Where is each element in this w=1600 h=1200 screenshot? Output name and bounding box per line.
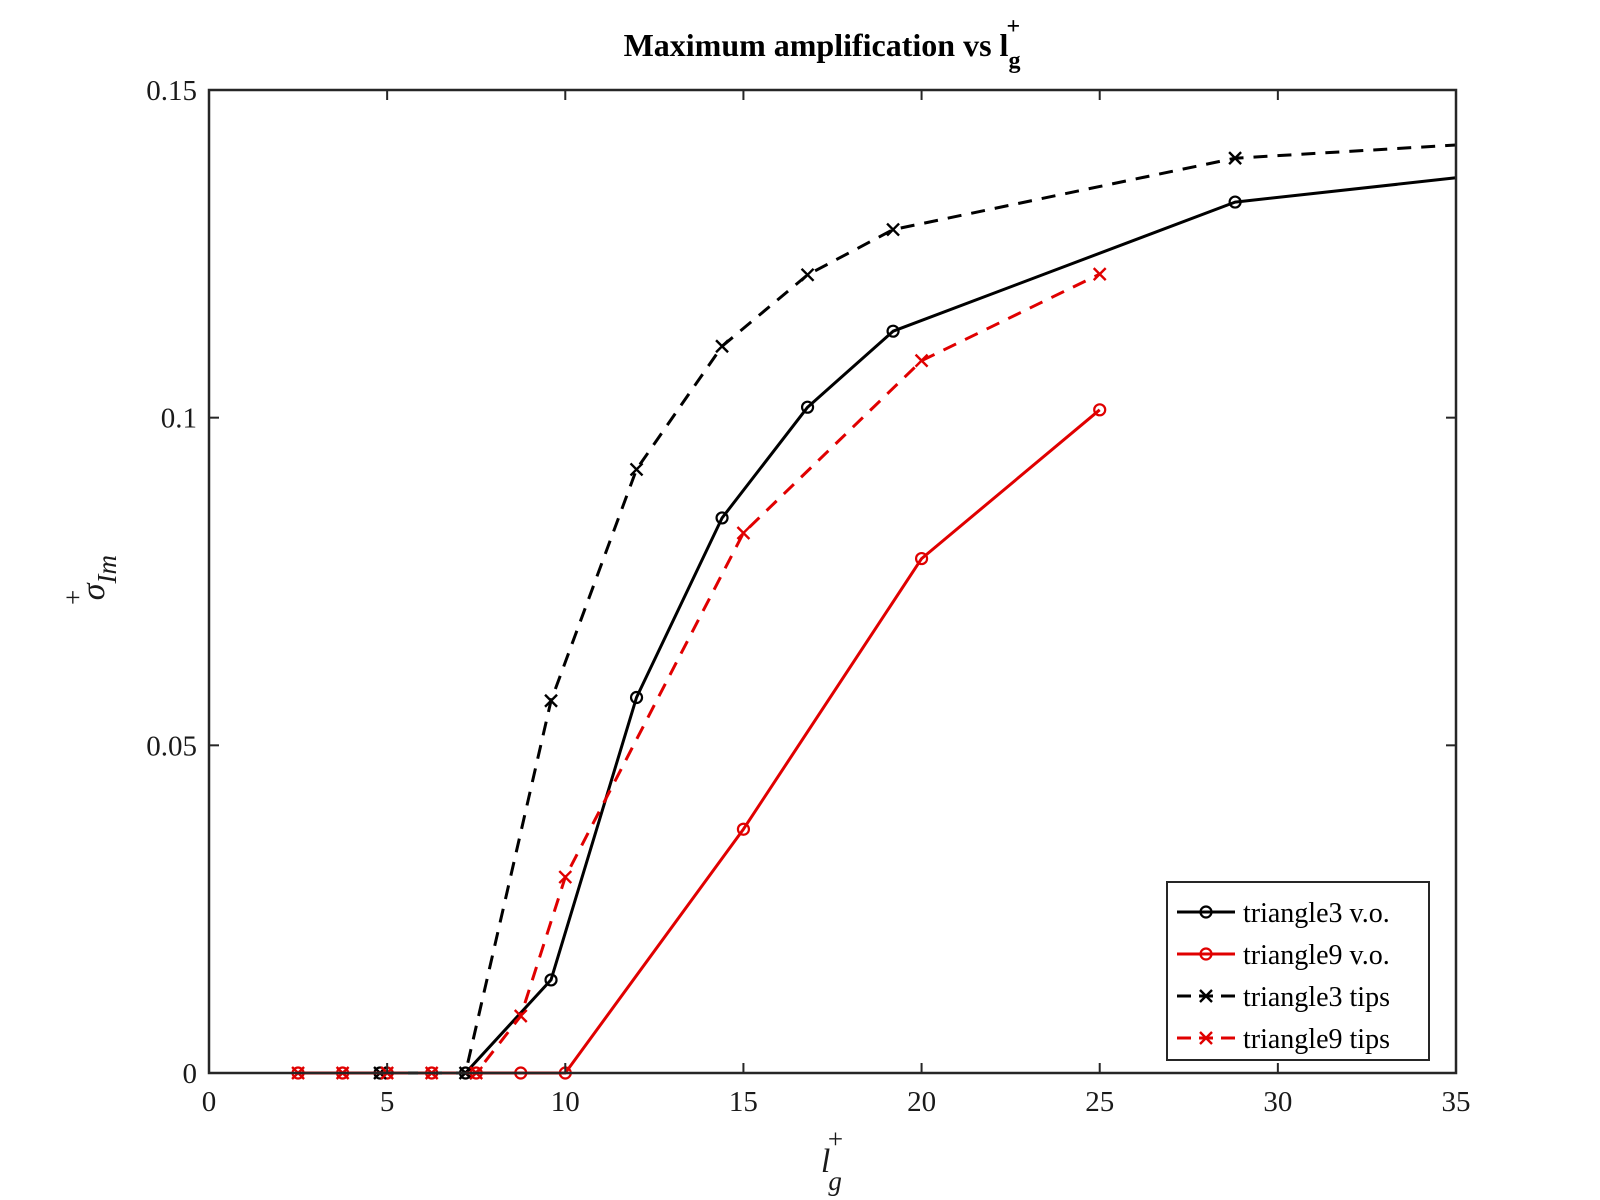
chart-title-sub: g	[1008, 48, 1020, 74]
x-tick-label: 35	[1442, 1086, 1471, 1118]
data-point-triangle9-tips	[513, 1009, 528, 1023]
data-point-triangle9-tips	[1092, 267, 1107, 281]
y-axis-label: σIm+	[58, 555, 122, 605]
x-tick-label: 15	[729, 1086, 758, 1118]
data-point-triangle3-tips	[629, 462, 644, 477]
data-point-triangle9-tips	[736, 526, 751, 540]
legend-marker-triangle9-tips	[1199, 1031, 1213, 1045]
legend-entry-triangle9-tips: triangle9 tips	[1177, 1024, 1390, 1055]
data-point-triangle3-v-o	[886, 324, 900, 338]
y-tick-label: 0.05	[146, 730, 197, 762]
data-point-triangle3-v-o	[1228, 195, 1242, 209]
data-point-triangle3-tips	[544, 693, 558, 708]
legend-entries: triangle3 v.o. triangle9 v.o. triangle3 ti…	[1177, 898, 1390, 1055]
data-point-triangle3-v-o	[715, 511, 729, 525]
data-point-triangle3-tips	[886, 222, 900, 237]
x-axis-label: l g+	[821, 1124, 843, 1196]
chart-title-sup: +	[1006, 14, 1020, 40]
y-axis-label-group: σIm+	[58, 555, 122, 605]
x-tick-label: 0	[202, 1086, 217, 1118]
series-triangle9-tips	[291, 267, 1107, 1080]
legend-marker-triangle3-tips	[1199, 989, 1213, 1003]
legend-entry-triangle3-tips: triangle3 tips	[1177, 982, 1390, 1013]
x-tick-label: 25	[1085, 1086, 1114, 1118]
data-point-triangle3-v-o	[544, 973, 558, 987]
y-axis-label-sup: +	[58, 590, 88, 605]
chart-title: Maximum amplification vs lg+	[624, 14, 1021, 74]
axes-box	[207, 88, 1458, 1075]
data-point-triangle9-tips	[914, 353, 929, 368]
y-tick-label: 0	[183, 1058, 198, 1090]
legend-label-triangle3-tips: triangle3 tips	[1243, 982, 1390, 1013]
x-tick-label: 30	[1263, 1086, 1292, 1118]
data-point-triangle3-v-o	[629, 690, 644, 705]
y-axis-label-sub: Im	[92, 555, 122, 585]
x-tick-label: 10	[551, 1086, 580, 1118]
legend-entry-triangle9-v-o: triangle9 v.o.	[1177, 940, 1390, 971]
x-axis-label-sub: g	[828, 1166, 842, 1196]
x-tick-label: 20	[907, 1086, 936, 1118]
x-tick-label: 5	[380, 1086, 395, 1118]
x-axis-label-sup: +	[828, 1124, 843, 1154]
legend-label-triangle3-v-o: triangle3 v.o.	[1243, 898, 1390, 929]
y-tick-label: 0.1	[161, 403, 197, 435]
legend: triangle3 v.o. triangle9 v.o. triangle3 ti…	[1166, 881, 1430, 1061]
data-point-triangle3-tips	[1228, 151, 1242, 166]
data-point-triangle9-v-o	[914, 551, 929, 566]
data-point-triangle9-v-o	[736, 822, 751, 836]
data-point-triangle9-tips	[558, 870, 573, 884]
legend-label-triangle9-v-o: triangle9 v.o.	[1243, 940, 1390, 971]
legend-marker-triangle9-v-o	[1199, 947, 1213, 961]
legend-entry-triangle3-v-o: triangle3 v.o.	[1177, 898, 1390, 929]
data-point-triangle9-v-o	[1093, 403, 1107, 417]
series-triangle3-v-o	[373, 176, 1457, 1080]
legend-label-triangle9-tips: triangle9 tips	[1243, 1024, 1390, 1055]
series-line-triangle3-v-o	[380, 176, 1457, 1075]
data-point-triangle3-v-o	[800, 400, 815, 414]
legend-marker-triangle3-v-o	[1199, 905, 1213, 919]
data-point-triangle3-tips	[800, 267, 815, 282]
ticks-layer: 0 5 10 15 20 25 30 35 0 0.05 0.1 0.15	[146, 75, 1470, 1118]
y-tick-label: 0.15	[146, 75, 197, 107]
data-point-triangle3-tips	[715, 339, 729, 354]
